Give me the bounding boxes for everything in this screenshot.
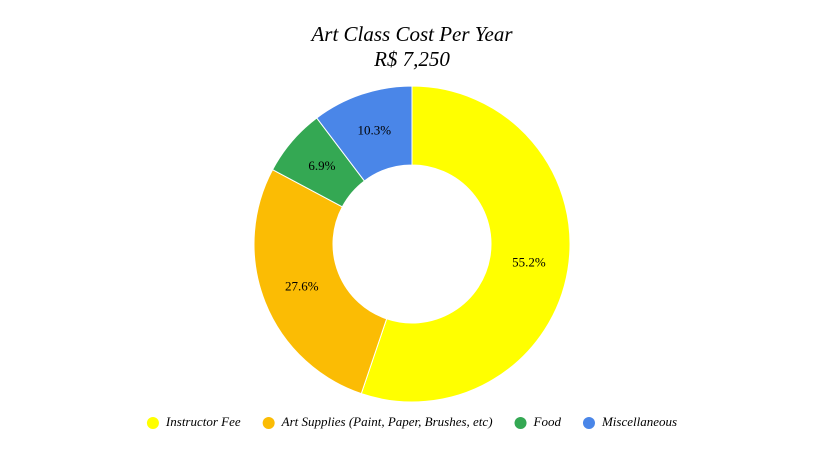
donut-slice <box>253 168 388 395</box>
chart-subtitle: R$ 7,250 <box>373 47 450 71</box>
slice-label: 55.2% <box>512 254 546 269</box>
legend-text: Instructor Fee <box>165 414 241 429</box>
legend-swatch <box>262 417 275 429</box>
legend-swatch <box>146 417 159 429</box>
legend-text: Art Supplies (Paint, Paper, Brushes, etc… <box>281 414 493 429</box>
slice-label: 6.9% <box>308 158 335 173</box>
legend-swatch <box>514 417 527 429</box>
legend-text: Miscellaneous <box>601 414 677 429</box>
legend-text: Food <box>533 414 562 429</box>
legend-swatch <box>582 417 595 429</box>
donut-slice <box>360 85 571 403</box>
donut-slice <box>316 85 413 182</box>
legend: Instructor Fee Art Supplies (Paint, Paper… <box>146 414 677 429</box>
slice-label: 10.3% <box>358 123 392 138</box>
slice-label: 27.6% <box>285 279 319 294</box>
chart-title: Art Class Cost Per Year <box>309 22 513 46</box>
